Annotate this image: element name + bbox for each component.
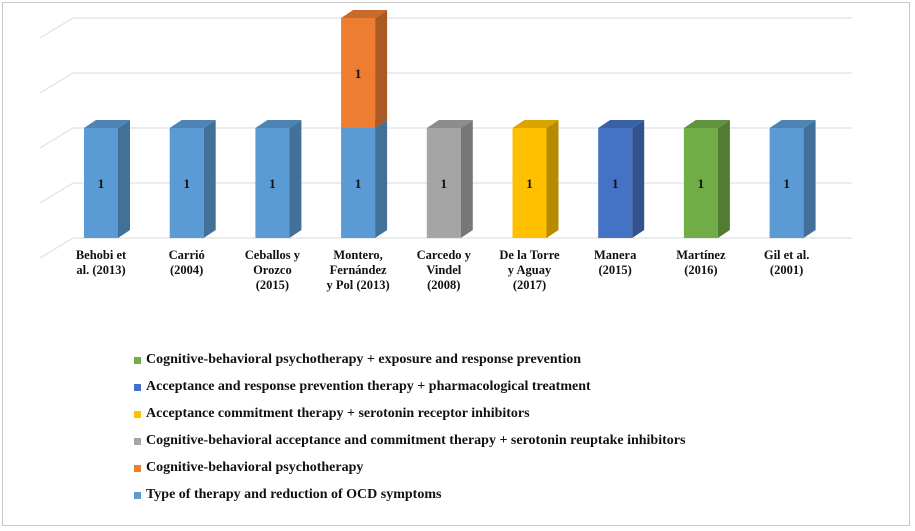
legend-label: Acceptance and response prevention thera…: [146, 379, 591, 394]
legend-item: Cognitive-behavioral psychotherapy: [134, 458, 363, 478]
legend-swatch: [134, 410, 141, 418]
bar-segment: [84, 128, 118, 238]
bar-segment-top: [683, 120, 730, 128]
legend-item: Type of therapy and reduction of OCD sym…: [134, 485, 441, 505]
bar-segment-top: [341, 10, 388, 18]
legend-label: Cognitive-behavioral acceptance and comm…: [146, 433, 686, 448]
bar-segment-top: [769, 120, 816, 128]
bar-segment-top: [512, 120, 559, 128]
bar-segment: [769, 128, 804, 238]
category-label: Behobi et al. (2013): [75, 248, 127, 277]
legend-label: Cognitive-behavioral psychotherapy + exp…: [146, 352, 582, 367]
data-label: 1: [98, 176, 105, 191]
bar-segment-side: [546, 120, 559, 238]
legend-swatch: [134, 437, 141, 445]
gridline-depth: [39, 237, 74, 259]
bar-segment-side: [203, 120, 216, 238]
legend-label: Cognitive-behavioral psychotherapy: [146, 460, 364, 475]
bar-segment-side: [717, 120, 730, 238]
legend-swatch: [134, 491, 141, 499]
bar-segment-side: [375, 10, 388, 128]
legend-label: Acceptance commitment therapy + serotoni…: [146, 406, 530, 421]
data-label: 1: [441, 176, 448, 191]
legend-item: Cognitive-behavioral acceptance and comm…: [134, 431, 685, 451]
legend-item: Acceptance and response prevention thera…: [134, 377, 591, 397]
chart-frame: [2, 2, 910, 526]
legend-swatch: [134, 464, 141, 472]
bar-segment: [341, 128, 376, 238]
data-label: 1: [269, 176, 276, 191]
data-label: 1: [698, 176, 705, 191]
category-label: Montero, Fernández y Pol (2013): [326, 248, 390, 292]
category-label: De la Torre y Aguay (2017): [499, 248, 560, 292]
bar-segment-top: [426, 120, 473, 128]
bar-segment: [512, 128, 547, 238]
legend-swatch: [134, 356, 141, 364]
bar-segment-side: [289, 120, 302, 238]
bar-segment: [598, 128, 633, 238]
bar-segment: [683, 128, 718, 238]
bar-segment-side: [803, 120, 816, 238]
bar-segment-side: [118, 120, 130, 238]
category-label: Martínez (2016): [676, 248, 726, 277]
gridline-depth: [39, 72, 74, 94]
data-label: 1: [355, 176, 362, 191]
bar-segment-side: [460, 120, 473, 238]
data-label: 1: [783, 176, 790, 191]
bar-segment-side: [375, 120, 388, 238]
bar-segment: [255, 128, 290, 238]
gridline-depth: [39, 182, 74, 204]
legend-item: Cognitive-behavioral psychotherapy + exp…: [134, 350, 581, 370]
gridline-depth: [39, 127, 74, 149]
legend-swatch: [134, 383, 141, 391]
category-label: Carcedo y Vindel (2008): [416, 248, 471, 292]
data-label: 1: [355, 66, 362, 81]
legend-item: Acceptance commitment therapy + serotoni…: [134, 404, 530, 424]
bar-segment-top: [598, 120, 645, 128]
category-label: Manera (2015): [594, 248, 637, 277]
data-label: 1: [183, 176, 190, 191]
bar-segment-top: [255, 120, 302, 128]
category-label: Ceballos y Orozco (2015): [244, 248, 300, 292]
data-label: 1: [612, 176, 619, 191]
bar-segment: [169, 128, 204, 238]
bar-segment: [341, 18, 376, 128]
bar-segment-side: [632, 120, 645, 238]
data-label: 1: [526, 176, 533, 191]
bar-segment: [426, 128, 461, 238]
legend-label: Type of therapy and reduction of OCD sym…: [146, 487, 442, 502]
bar-segment-top: [84, 120, 130, 128]
category-label: Gil et al. (2001): [763, 248, 810, 277]
bar-segment-top: [169, 120, 216, 128]
gridline-depth: [39, 17, 74, 39]
category-label: Carrió (2004): [168, 248, 205, 277]
